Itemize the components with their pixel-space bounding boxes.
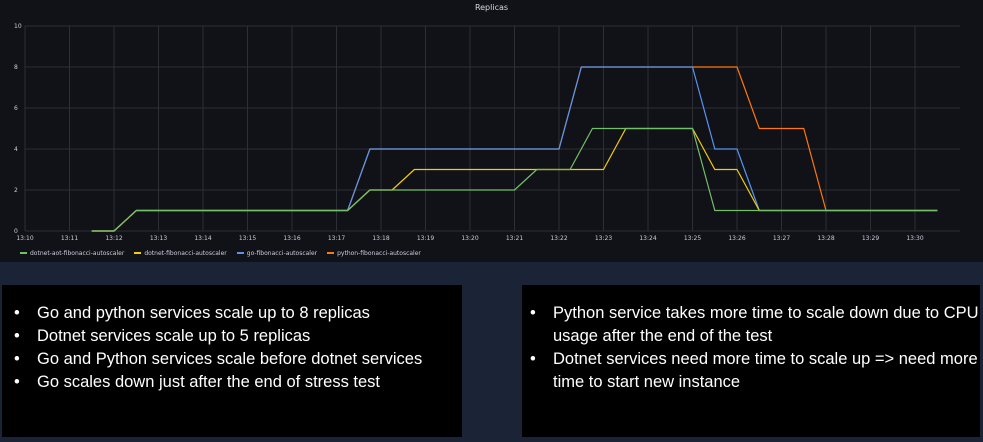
note-item: Go scales down just after the end of str… [14, 371, 462, 394]
y-tick-label: 2 [14, 187, 18, 194]
x-tick-label: 13:18 [372, 235, 389, 242]
notes-left: Go and python services scale up to 8 rep… [2, 285, 462, 437]
y-tick-label: 0 [14, 228, 18, 235]
legend-swatch [20, 252, 27, 254]
y-tick-label: 6 [14, 105, 18, 112]
x-tick-label: 13:23 [595, 235, 612, 242]
x-tick-label: 13:19 [417, 235, 434, 242]
legend-item[interactable]: python-fibonacci-autoscaler [327, 250, 421, 257]
x-tick-label: 13:12 [105, 235, 122, 242]
legend-label: python-fibonacci-autoscaler [337, 249, 421, 257]
legend-item[interactable]: dotnet-fibonacci-autoscaler [134, 249, 227, 257]
x-tick-label: 13:26 [728, 235, 745, 242]
legend-label: dotnet-fibonacci-autoscaler [144, 249, 227, 257]
panel-title: Replicas [474, 3, 509, 12]
note-item: Python service takes more time to scale … [530, 302, 980, 348]
y-tick-label: 10 [14, 23, 22, 30]
x-tick-label: 13:16 [283, 235, 300, 242]
x-tick-label: 13:13 [150, 235, 167, 242]
x-tick-label: 13:27 [773, 235, 790, 242]
legend-item[interactable]: go-fibonacci-autoscaler [236, 249, 318, 257]
replicas-chart: 0 2 4 6 8 10 13:10 13:11 13:12 13:13 13:14 13:15 13:… [14, 23, 960, 242]
note-item: Dotnet services scale up to 5 replicas [14, 325, 462, 348]
x-tick-label: 13:24 [639, 235, 656, 242]
note-item: Dotnet services need more time to scale … [530, 348, 980, 394]
x-tick-label: 13:29 [862, 235, 879, 242]
legend-item[interactable]: dotnet-aot-fibonacci-autoscaler [20, 250, 124, 257]
notes-right-list: Python service takes more time to scale … [530, 302, 980, 394]
note-item: Go and Python services scale before dotn… [14, 348, 462, 371]
notes-right: Python service takes more time to scale … [522, 285, 980, 437]
x-tick-label: 13:25 [684, 235, 701, 242]
x-tick-label: 13:28 [817, 235, 834, 242]
x-tick-label: 13:30 [906, 235, 923, 242]
x-tick-label: 13:15 [239, 235, 256, 242]
y-tick-label: 4 [14, 146, 18, 153]
legend-swatch [236, 252, 244, 254]
x-tick-label: 13:14 [194, 235, 211, 242]
legend-label: go-fibonacci-autoscaler [246, 249, 318, 257]
x-tick-label: 13:17 [328, 235, 345, 242]
legend-swatch [327, 252, 335, 254]
x-tick-label: 13:10 [16, 235, 33, 242]
x-tick-label: 13:11 [61, 235, 78, 242]
chart-legend: dotnet-aot-fibonacci-autoscaler dotnet-fi… [20, 248, 421, 258]
x-tick-label: 13:22 [550, 235, 567, 242]
y-tick-label: 8 [14, 64, 18, 71]
grafana-panel: Replicas 0 2 4 6 8 10 13:10 13:11 13:12 13:13 13:1… [0, 0, 983, 262]
note-item: Go and python services scale up to 8 rep… [14, 302, 462, 325]
legend-label: dotnet-aot-fibonacci-autoscaler [30, 249, 125, 257]
x-tick-label: 13:20 [461, 235, 478, 242]
series-line [91, 127, 938, 232]
legend-swatch [134, 252, 142, 254]
notes-left-list: Go and python services scale up to 8 rep… [14, 302, 462, 394]
x-tick-label: 13:21 [506, 235, 523, 242]
